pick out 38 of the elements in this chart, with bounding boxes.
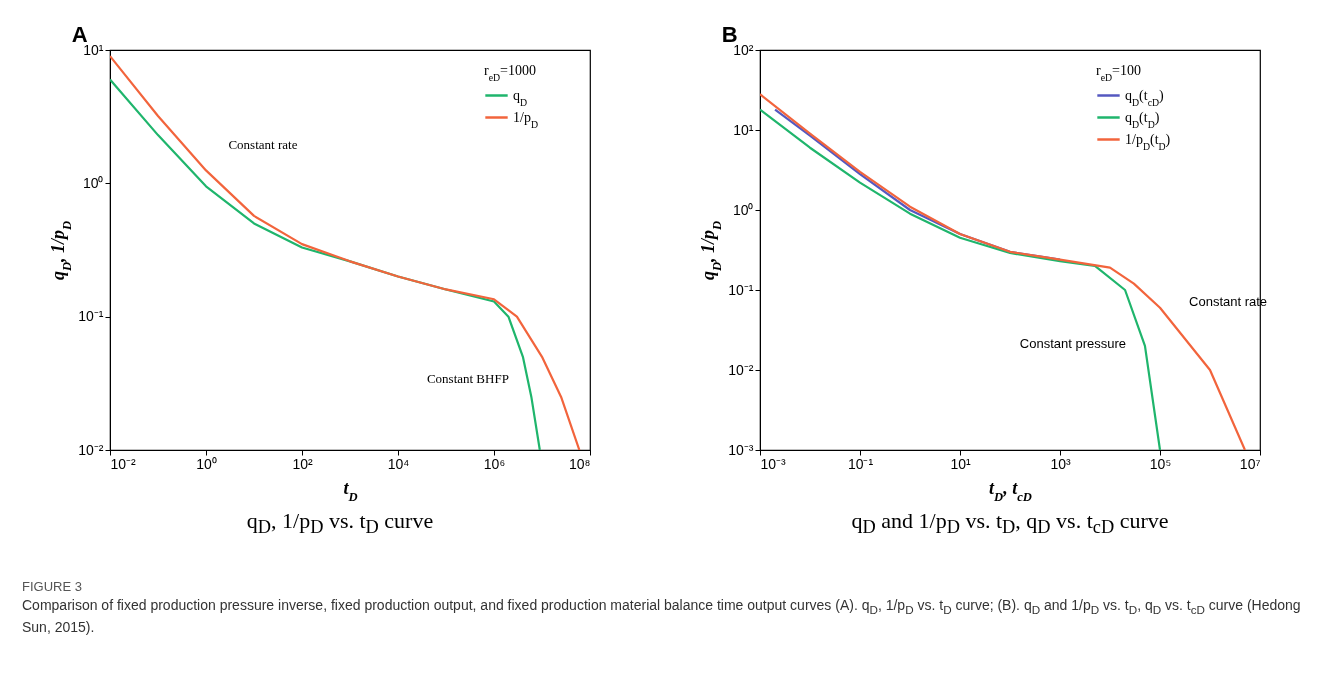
x-tick-label: 10⁴ [387, 455, 410, 472]
y-tick-label: 10⁻² [728, 361, 754, 378]
text: q$_{D}$ and 1/p$_{D}$ vs. t$_{D}$, q$_{D}$ vs. t$_{cD}$ curve [851, 508, 1169, 538]
legend-label: 1/p$_{D}$(t$_{D}$) [1125, 131, 1171, 151]
text: Comparison of fixed production pressure inverse, fixed production output, and fixed production material balance time output curves (A). q$_{D}$, 1/p$_{D}$ vs. t$_{D}$ curve; (B). q$_{D}$ and 1/p$_{D}$ vs. t$_{D}$, q$_{D}$ vs. t$_{cD}$ curve (Hedong Sun, 2015). [22, 597, 1301, 636]
y-tick-label: 10⁻² [78, 441, 104, 458]
y-tick-label: 10¹ [83, 41, 104, 58]
y-tick-label: 10⁰ [82, 174, 104, 191]
x-axis-title: t$_{D}$ [343, 477, 358, 504]
y-tick-label: 10⁻¹ [78, 308, 104, 325]
y-tick-label: 10⁻¹ [728, 281, 754, 298]
x-tick-label: 10⁻³ [760, 455, 787, 472]
y-tick-label: 10⁻³ [728, 441, 754, 458]
x-tick-label: 10⁷ [1239, 455, 1261, 472]
x-tick-label: 10⁻¹ [847, 455, 874, 472]
legend-label: q$_{D}$(t$_{D}$) [1125, 109, 1160, 129]
y-tick-label: 10⁰ [732, 201, 754, 218]
x-tick-label: 10¹ [950, 455, 971, 472]
x-tick-label: 10² [292, 455, 313, 472]
legend-label: 1/p$_{D}$ [513, 109, 538, 129]
y-tick-label: 10² [733, 41, 754, 58]
x-tick-label: 10⁻² [110, 455, 137, 472]
x-axis-title: t$_{D}$, t$_{cD}$ [989, 477, 1032, 504]
text: q$_{D}$, 1/p$_{D}$ vs. t$_{D}$ curve [245, 508, 435, 539]
x-tick-label: 10⁸ [569, 455, 591, 472]
x-tick-label: 10⁰ [196, 455, 217, 472]
legend-label: q$_{D}$(t$_{cD}$) [1125, 87, 1165, 107]
annotation: Constant BHFP [426, 370, 509, 386]
legend-title: r$_{eD}$=1000 [484, 63, 537, 83]
legend-title: r$_{eD}$=100 [1096, 63, 1142, 83]
legend-label: q$_{D}$ [513, 87, 528, 107]
x-tick-label: 10³ [1050, 455, 1071, 472]
annotation: Constant pressure [1019, 335, 1127, 351]
annotation: Constant rate [228, 137, 298, 153]
y-tick-label: 10¹ [733, 121, 754, 138]
x-tick-label: 10⁵ [1149, 455, 1172, 472]
caption: FIGURE 3 [22, 579, 82, 594]
x-tick-label: 10⁶ [483, 455, 506, 472]
